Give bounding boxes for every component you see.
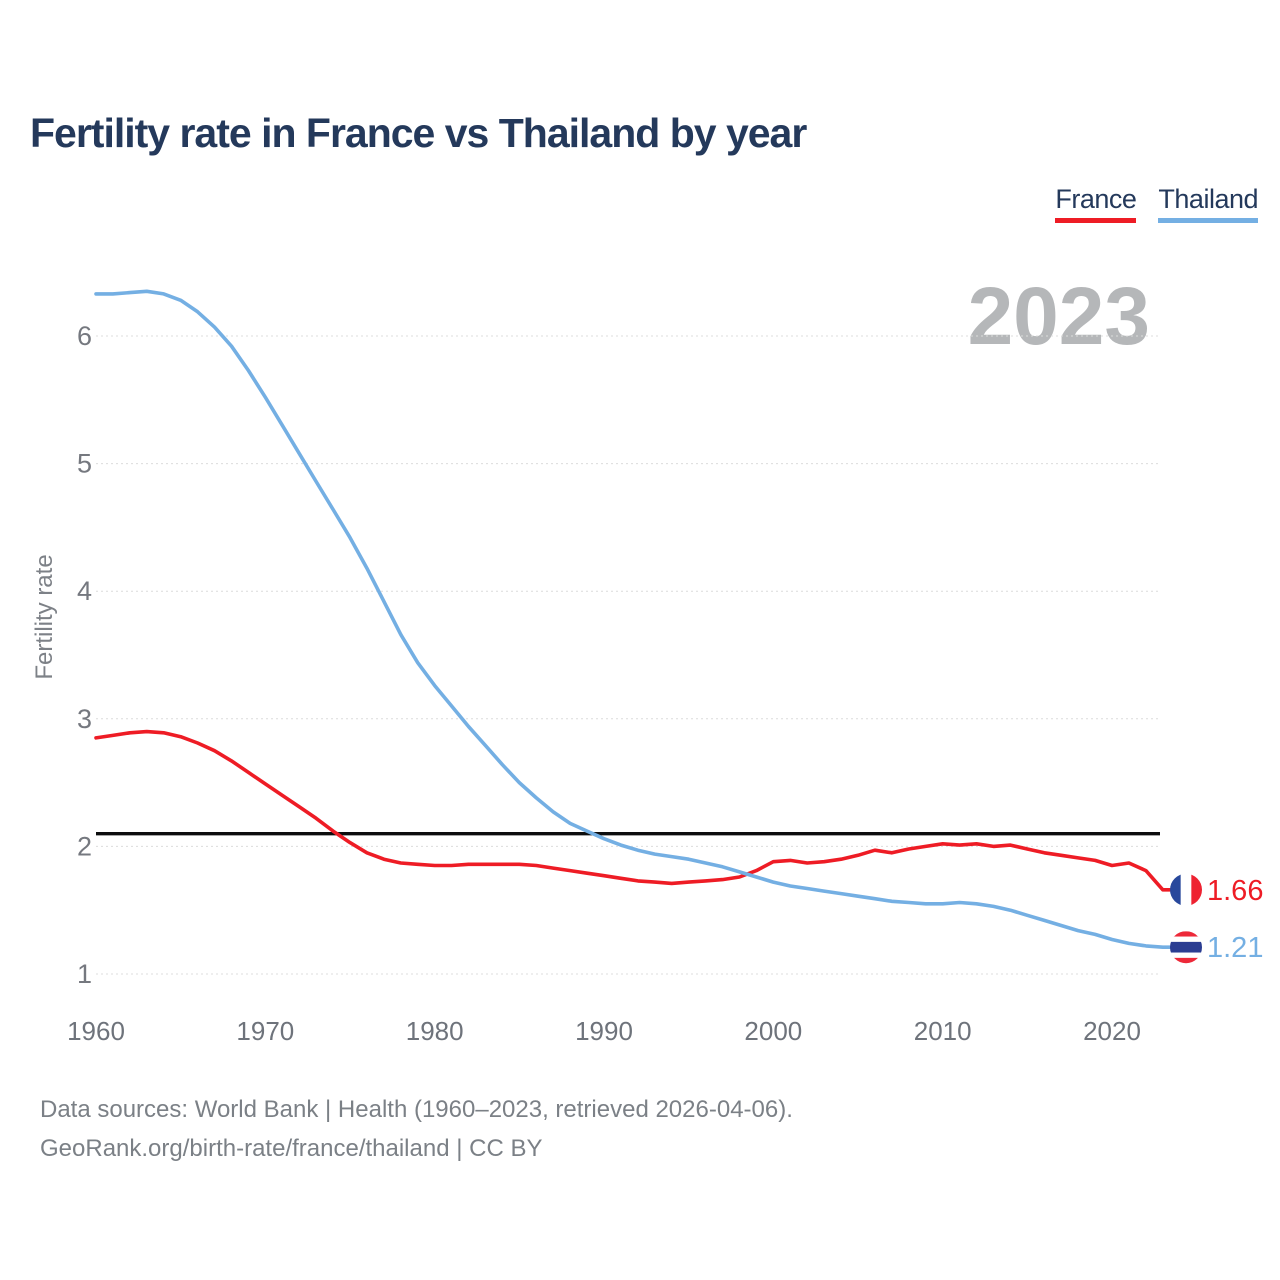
france-end-value: 1.66: [1207, 875, 1263, 907]
x-tick-label: 2000: [744, 1016, 802, 1046]
x-tick-labels: 1960 1970 1980 1990 2000 2010 2020: [67, 1016, 1141, 1046]
legend-label-france: France: [1055, 184, 1137, 214]
x-tick-label: 2020: [1083, 1016, 1141, 1046]
series-lines: [94, 289, 1172, 950]
y-tick-label: 6: [77, 321, 92, 351]
legend-label-thailand: Thailand: [1158, 184, 1258, 214]
france-flag-icon: [1170, 873, 1202, 906]
footer-source-line: Data sources: World Bank | Health (1960–…: [40, 1096, 793, 1123]
y-tick-label: 2: [77, 831, 92, 861]
x-tick-label: 2010: [914, 1016, 972, 1046]
y-tick-label: 5: [77, 449, 92, 479]
end-flags: [1170, 873, 1202, 964]
legend-item-thailand[interactable]: Thailand: [1158, 184, 1258, 223]
y-axis-title: Fertility rate: [31, 554, 58, 680]
footer-attribution-line: GeoRank.org/birth-rate/france/thailand |…: [40, 1135, 543, 1162]
footer: Data sources: World Bank | Health (1960–…: [40, 1090, 793, 1168]
thailand-flag-icon: [1170, 931, 1202, 964]
y-tick-label: 1: [77, 959, 92, 989]
y-tick-labels: 1 2 3 4 5 6: [77, 321, 92, 989]
page-title: Fertility rate in France vs Thailand by …: [30, 110, 807, 156]
x-tick-label: 1970: [236, 1016, 294, 1046]
x-tick-label: 1960: [67, 1016, 125, 1046]
thailand-end-value: 1.21: [1207, 932, 1263, 964]
x-tick-label: 1980: [406, 1016, 464, 1046]
legend-item-france[interactable]: France: [1055, 184, 1137, 223]
legend: France Thailand: [1055, 184, 1258, 223]
y-tick-label: 4: [77, 576, 92, 606]
year-watermark: 2023: [967, 271, 1150, 362]
thailand-line[interactable]: [94, 289, 1172, 950]
x-tick-label: 1990: [575, 1016, 633, 1046]
france-line[interactable]: [94, 729, 1172, 892]
y-tick-label: 3: [77, 704, 92, 734]
